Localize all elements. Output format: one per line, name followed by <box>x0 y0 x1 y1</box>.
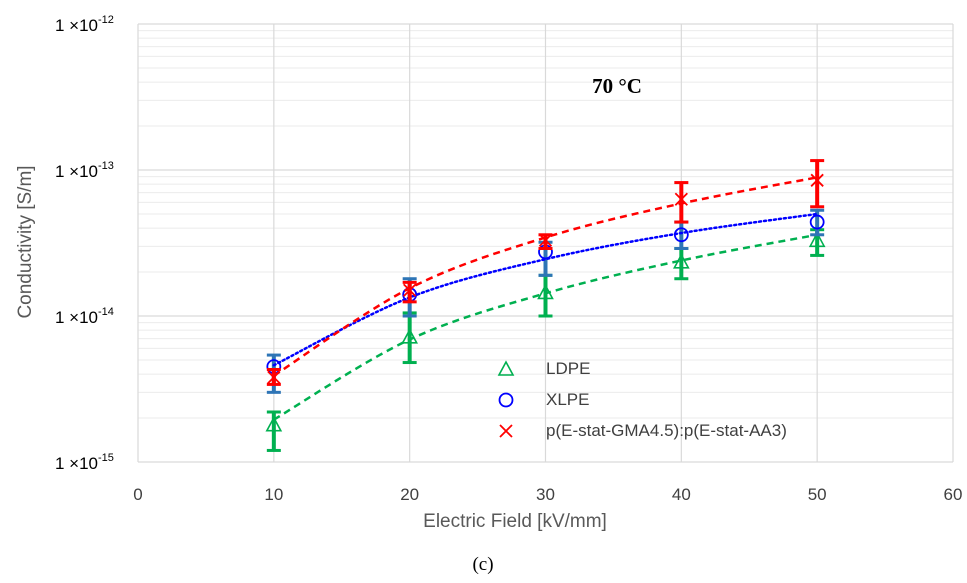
data-point <box>267 370 281 384</box>
data-point <box>265 416 283 432</box>
temperature-annotation: 70 °C <box>592 74 642 98</box>
axis-ticks: 0 10 20 30 40 50 60 1 ×10-12 1 ×10-13 1 ×10-14 1 ×… <box>55 14 962 504</box>
data-point <box>537 283 554 300</box>
x-tick-label: 30 <box>536 485 555 504</box>
data-point <box>809 214 825 230</box>
series-ldpe <box>265 228 826 452</box>
legend-marker-ldpe <box>497 360 515 376</box>
data-point <box>673 227 689 243</box>
y-tick-label: 1 ×10-14 <box>55 306 114 327</box>
data-point <box>403 283 417 297</box>
x-tick-label: 10 <box>264 485 283 504</box>
y-tick-label: 1 ×10-15 <box>55 452 114 473</box>
legend: LDPE XLPE p(E-stat-GMA4.5):p(E-stat-AA3) <box>497 359 787 440</box>
data-point <box>674 192 688 206</box>
y-tick-label: 1 ×10-13 <box>55 160 114 181</box>
legend-label-xlpe: XLPE <box>546 390 589 409</box>
x-tick-label: 0 <box>133 485 142 504</box>
x-tick-label: 60 <box>944 485 963 504</box>
x-tick-label: 50 <box>808 485 827 504</box>
plot-area <box>265 159 826 452</box>
y-axis-label: Conductivity [S/m] <box>15 165 36 318</box>
legend-markers <box>497 360 515 438</box>
data-point <box>808 231 826 248</box>
y-tick-label: 1 ×10-12 <box>55 14 114 35</box>
data-point <box>401 328 419 344</box>
figure-caption: (c) <box>472 554 493 575</box>
legend-label-copolymer: p(E-stat-GMA4.5):p(E-stat-AA3) <box>546 421 787 440</box>
x-tick-label: 40 <box>672 485 691 504</box>
x-tick-label: 20 <box>400 485 419 504</box>
series-copolymer <box>266 159 825 386</box>
data-point <box>810 173 824 187</box>
x-axis-label: Electric Field [kV/mm] <box>423 511 607 532</box>
fit-line <box>273 176 818 377</box>
legend-marker-xlpe <box>498 392 514 408</box>
data-point <box>672 253 690 269</box>
fit-line <box>273 233 818 421</box>
legend-marker-copolymer <box>499 424 513 438</box>
data-point <box>538 233 553 247</box>
legend-label-ldpe: LDPE <box>546 359 590 378</box>
